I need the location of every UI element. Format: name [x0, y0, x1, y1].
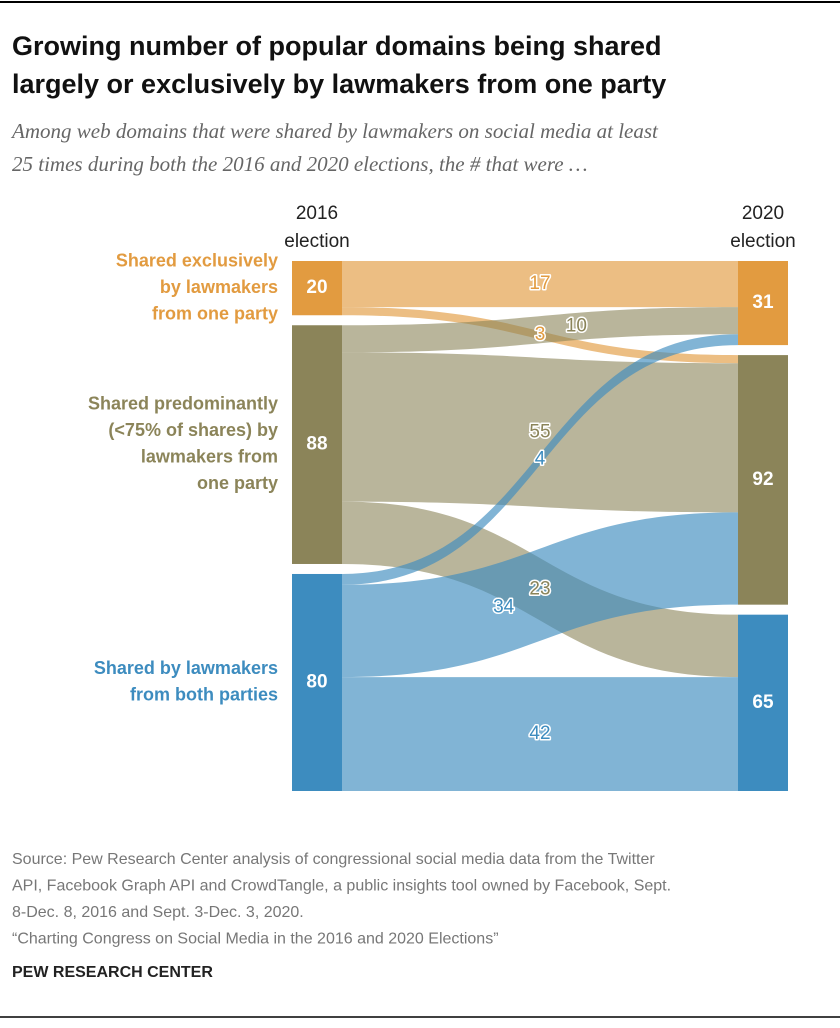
flow: [342, 352, 738, 513]
node: [738, 261, 788, 346]
node: [292, 573, 342, 791]
column-header: election: [730, 231, 796, 252]
flow-label: 34: [493, 597, 515, 618]
flow-label: 23: [529, 578, 550, 599]
node-value: 20: [306, 277, 327, 298]
node-value: 31: [752, 292, 774, 313]
flow-label: 10: [566, 316, 587, 337]
category-label: from both parties: [130, 684, 278, 704]
node-value: 92: [752, 469, 773, 490]
node-value: 80: [306, 672, 327, 693]
chart-title: Growing number of popular domains being …: [12, 31, 662, 61]
category-label: Shared exclusively: [116, 250, 278, 270]
flow: [342, 307, 738, 353]
source-note: Source: Pew Research Center analysis of …: [12, 851, 655, 868]
flow: [342, 512, 738, 678]
source-note: “Charting Congress on Social Media in th…: [12, 931, 499, 948]
flow: [342, 261, 738, 308]
chart-subtitle: Among web domains that were shared by la…: [10, 119, 659, 143]
flow-label: 4: [535, 449, 546, 470]
flows: [342, 261, 738, 791]
flow-label: 55: [529, 421, 550, 442]
category-label: lawmakers from: [141, 447, 278, 467]
flow-label: 17: [529, 273, 550, 294]
flow-label: 42: [529, 723, 550, 744]
category-label: Shared predominantly: [88, 394, 278, 414]
node: [292, 261, 342, 316]
node: [738, 614, 788, 791]
node-value: 88: [306, 434, 327, 455]
column-header: 2020: [742, 203, 784, 224]
category-label: Shared by lawmakers: [94, 658, 278, 678]
chart-subtitle: 25 times during both the 2016 and 2020 e…: [12, 152, 588, 176]
node: [738, 355, 788, 605]
column-header: 2016: [296, 203, 338, 224]
category-label: one party: [197, 473, 278, 493]
flow: [342, 677, 738, 791]
category-label: from one party: [152, 303, 278, 323]
column-header: election: [284, 231, 350, 252]
category-label: by lawmakers: [160, 277, 278, 297]
flow: [342, 334, 738, 585]
category-label: (<75% of shares) by: [108, 420, 278, 440]
flow-label: 3: [535, 324, 546, 345]
source-note: API, Facebook Graph API and CrowdTangle,…: [12, 878, 671, 895]
node-value: 65: [752, 692, 774, 713]
source-note: 8-Dec. 8, 2016 and Sept. 3-Dec. 3, 2020.: [12, 904, 304, 921]
node: [292, 325, 342, 564]
chart-title: largely or exclusively by lawmakers from…: [12, 69, 666, 99]
footer: PEW RESEARCH CENTER: [12, 964, 213, 981]
